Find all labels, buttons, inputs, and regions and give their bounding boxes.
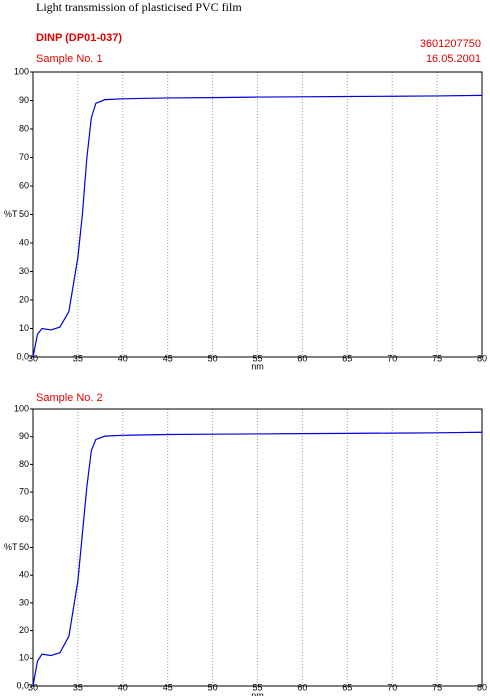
x-tick-label: 60 xyxy=(297,353,307,363)
y-tick-label: 80 xyxy=(19,459,29,469)
x-tick-label: 70 xyxy=(387,682,397,692)
y-tick-label: 70 xyxy=(19,152,29,162)
product-name: DINP (DP01-037) xyxy=(36,32,122,44)
x-axis-label: nm xyxy=(251,361,264,371)
y-tick-label: 60 xyxy=(19,514,29,524)
x-tick-label: 30 xyxy=(28,682,38,692)
x-tick-label: 55 xyxy=(252,682,262,692)
y-axis-label: %T xyxy=(4,542,18,552)
page-title: Light transmission of plasticised PVC fi… xyxy=(36,0,242,14)
y-tick-label: 90 xyxy=(19,95,29,105)
y-tick-label: 0,0 xyxy=(16,680,29,690)
y-tick-label: 0,0 xyxy=(16,351,29,361)
x-tick-label: 40 xyxy=(118,682,128,692)
x-tick-label: 80 xyxy=(477,353,487,363)
chart-subtitle: Sample No. 2 xyxy=(36,392,103,404)
x-tick-label: 65 xyxy=(342,682,352,692)
data-line xyxy=(32,431,483,687)
y-tick-label: 100 xyxy=(14,403,29,413)
y-tick-label: 40 xyxy=(19,237,29,247)
y-tick-label: 50 xyxy=(19,209,29,219)
x-tick-label: 50 xyxy=(208,682,218,692)
x-tick-label: 65 xyxy=(342,353,352,363)
y-axis-label: %T xyxy=(4,209,18,219)
y-tick-label: 30 xyxy=(19,266,29,276)
sample-date: 16.05.2001 xyxy=(426,53,481,65)
y-tick-label: 10 xyxy=(19,323,29,333)
y-tick-label: 30 xyxy=(19,597,29,607)
x-tick-label: 35 xyxy=(73,682,83,692)
y-tick-label: 90 xyxy=(19,431,29,441)
x-tick-label: 70 xyxy=(387,353,397,363)
sample-code: 3601207750 xyxy=(420,38,481,50)
y-tick-label: 70 xyxy=(19,486,29,496)
y-tick-label: 50 xyxy=(19,542,29,552)
plot-frame xyxy=(32,408,483,687)
y-tick-label: 40 xyxy=(19,570,29,580)
x-tick-label: 45 xyxy=(163,353,173,363)
plot-frame xyxy=(32,71,483,358)
x-tick-label: 50 xyxy=(208,353,218,363)
y-tick-label: 60 xyxy=(19,180,29,190)
x-tick-label: 35 xyxy=(73,353,83,363)
x-tick-label: 40 xyxy=(118,353,128,363)
x-tick-label: 80 xyxy=(477,682,487,692)
x-tick-label: 55 xyxy=(252,353,262,363)
chart-subtitle: Sample No. 1 xyxy=(36,53,103,65)
y-tick-label: 10 xyxy=(19,653,29,663)
x-axis-label: nm xyxy=(251,690,264,696)
y-tick-label: 80 xyxy=(19,123,29,133)
x-tick-label: 75 xyxy=(432,353,442,363)
x-tick-label: 75 xyxy=(432,682,442,692)
x-tick-label: 30 xyxy=(28,353,38,363)
x-tick-label: 45 xyxy=(163,682,173,692)
y-tick-label: 20 xyxy=(19,294,29,304)
y-tick-label: 20 xyxy=(19,625,29,635)
y-tick-label: 100 xyxy=(14,66,29,76)
x-tick-label: 60 xyxy=(297,682,307,692)
data-line xyxy=(32,94,483,358)
